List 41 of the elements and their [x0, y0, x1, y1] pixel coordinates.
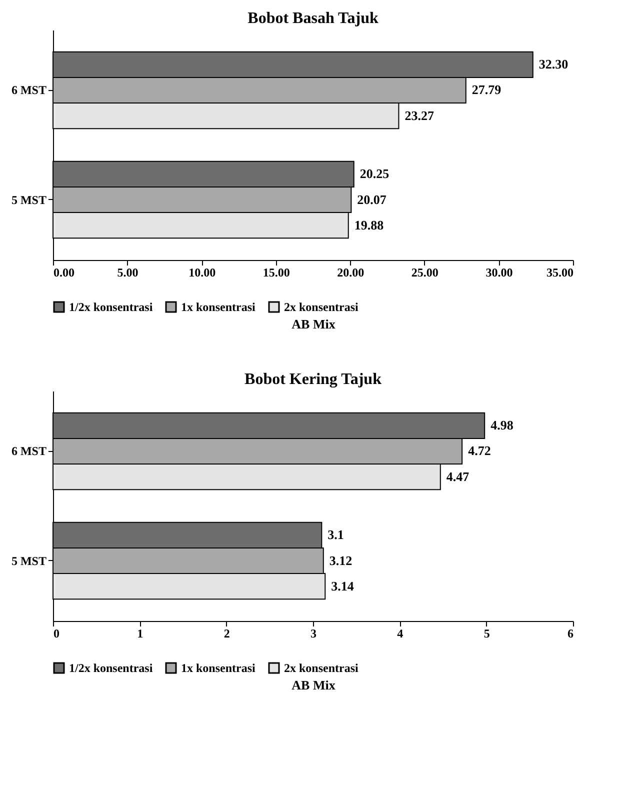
data-label: 4.98 [490, 418, 514, 433]
legend-label: 2x konsentrasi [284, 661, 360, 675]
x-tick-label: 10.00 [188, 266, 216, 280]
x-tick-label: 4 [397, 626, 404, 640]
x-tick-label: 2 [224, 626, 230, 640]
x-tick-label: 5 [484, 626, 490, 640]
y-tick-label: 6 MST [11, 83, 46, 98]
x-axis-title: AB Mix [292, 316, 336, 332]
y-tick-label: 5 MST [11, 192, 46, 207]
x-axis-title: AB Mix [292, 678, 336, 692]
x-tick-label: 3 [310, 626, 316, 640]
data-label: 4.72 [468, 443, 491, 458]
legend-label: 1x konsentrasi [181, 300, 256, 314]
x-tick-label: 0 [54, 626, 60, 640]
data-label: 4.47 [446, 468, 470, 484]
data-label: 20.07 [357, 192, 387, 207]
data-label: 23.27 [404, 108, 434, 123]
chart-title: Bobot Basah Tajuk [248, 10, 378, 27]
y-tick-label: 5 MST [11, 554, 46, 568]
data-label: 3.14 [331, 578, 354, 594]
data-label: 20.25 [360, 166, 390, 182]
data-label: 32.30 [538, 56, 568, 72]
chart-title: Bobot Kering Tajuk [244, 371, 382, 388]
x-tick-label: 0.00 [54, 266, 74, 280]
data-label: 19.88 [354, 217, 384, 232]
legend-label: 1x konsentrasi [181, 661, 256, 675]
x-tick-label: 6 [568, 626, 574, 640]
x-tick-label: 1 [137, 626, 144, 640]
legend-label: 2x konsentrasi [284, 300, 360, 314]
x-tick-label: 35.00 [546, 266, 574, 280]
x-tick-label: 30.00 [486, 266, 513, 280]
x-tick-label: 20.00 [337, 266, 364, 280]
data-label: 27.79 [472, 82, 502, 98]
x-tick-label: 15.00 [262, 266, 290, 280]
x-tick-label: 25.00 [411, 266, 438, 280]
y-tick-label: 6 MST [11, 444, 46, 458]
x-tick-label: 5.00 [117, 266, 138, 280]
legend-label: 1/2x konsentrasi [69, 300, 154, 314]
legend-label: 1/2x konsentrasi [69, 661, 154, 675]
data-label: 3.12 [329, 552, 352, 568]
data-label: 3.1 [328, 527, 344, 542]
